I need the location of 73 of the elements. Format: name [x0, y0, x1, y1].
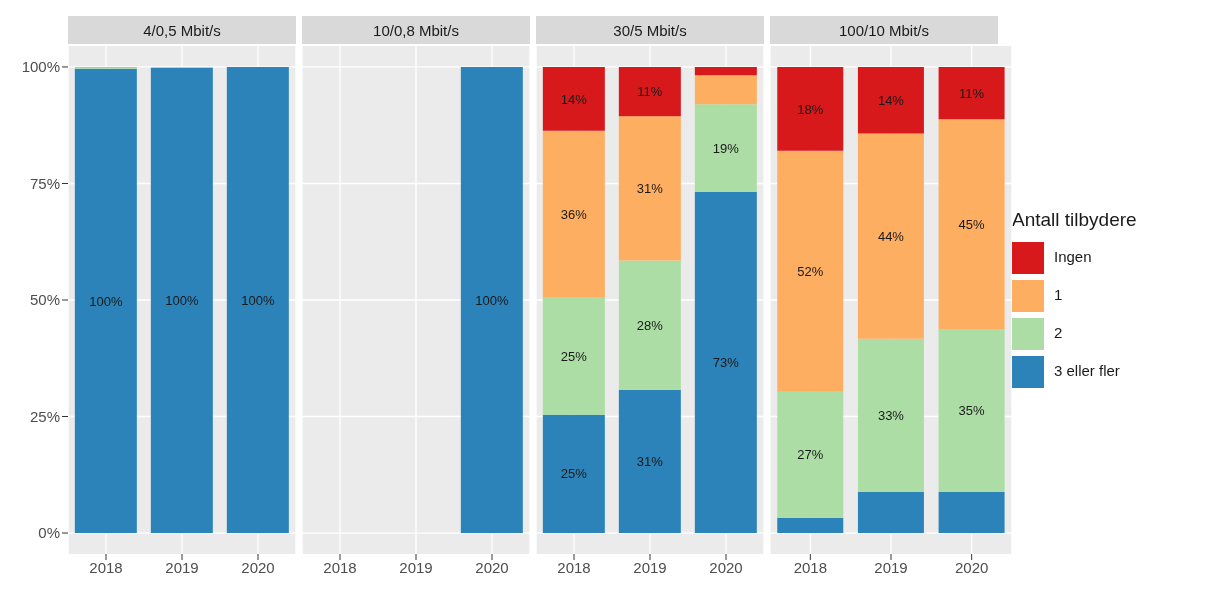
bar — [857, 133, 924, 339]
bar — [777, 150, 844, 392]
x-tick-label: 2018 — [89, 558, 123, 576]
data-label: 100% — [475, 292, 509, 308]
bar — [938, 328, 1005, 493]
data-label: 14% — [560, 91, 588, 107]
data-label: 35% — [958, 403, 986, 419]
bar — [857, 338, 924, 493]
legend-label: 3 eller fler — [1054, 362, 1120, 379]
bar — [542, 414, 605, 534]
chart-title: 4/0,5 Mbit/s — [68, 16, 296, 44]
data-label: 100% — [165, 293, 199, 309]
x-tick-label: 2020 — [475, 558, 509, 576]
data-label: 45% — [958, 216, 986, 232]
bar — [618, 260, 681, 390]
data-label: 25% — [560, 466, 588, 482]
bar — [777, 391, 844, 518]
data-label: 11% — [637, 84, 663, 100]
bar — [694, 191, 757, 534]
legend-label: Ingen — [1054, 248, 1092, 265]
x-tick-label: 2019 — [165, 558, 199, 576]
data-label: 73% — [712, 355, 740, 371]
data-label: 28% — [636, 317, 664, 333]
y-tick-label: 50% — [29, 291, 60, 309]
y-tick-label: 25% — [29, 407, 60, 425]
data-label: 52% — [797, 263, 824, 279]
bar — [938, 119, 1005, 329]
bar — [938, 492, 1005, 534]
data-label: 19% — [712, 140, 740, 156]
legend-label: 2 — [1054, 324, 1063, 341]
bar — [542, 297, 605, 415]
data-label: 25% — [560, 348, 588, 364]
x-tick-label: 2020 — [241, 558, 275, 576]
x-tick-label: 2020 — [709, 558, 743, 576]
x-tick-label: 2018 — [323, 558, 357, 576]
y-tick-label: 100% — [21, 58, 60, 76]
data-label: 14% — [877, 92, 905, 108]
bar — [618, 116, 681, 261]
data-label: 33% — [877, 407, 905, 423]
data-label: 44% — [877, 228, 905, 244]
legend-label: 1 — [1054, 286, 1063, 303]
x-tick-label: 2018 — [557, 558, 591, 576]
y-tick-label: 0% — [38, 524, 60, 542]
legend-title: Antall tilbydere — [1012, 209, 1137, 231]
data-label: 100% — [241, 292, 275, 308]
y-tick-label: 75% — [29, 174, 60, 192]
bar — [694, 75, 757, 105]
bar — [777, 66, 844, 151]
x-tick-label: 2019 — [874, 558, 908, 576]
bar — [857, 66, 924, 134]
data-label: 31% — [636, 180, 664, 196]
bar — [542, 130, 605, 298]
x-tick-label: 2019 — [399, 558, 433, 576]
data-label: 18% — [797, 101, 824, 117]
chart-title: 10/0,8 Mbit/s — [302, 16, 530, 44]
data-label: 100% — [89, 293, 123, 309]
data-label: 31% — [636, 454, 664, 470]
data-label: 27% — [797, 447, 824, 463]
x-tick-label: 2019 — [633, 558, 667, 576]
bar — [938, 66, 1005, 120]
x-tick-label: 2018 — [793, 558, 828, 576]
chart-title: 30/5 Mbit/s — [536, 16, 764, 44]
bar — [694, 104, 757, 192]
bar — [542, 66, 605, 131]
bar — [694, 66, 757, 76]
bar — [618, 66, 681, 117]
x-tick-label: 2020 — [954, 558, 989, 576]
bar — [618, 389, 681, 534]
bar — [857, 492, 924, 534]
data-label: 36% — [560, 206, 588, 222]
chart-title: 100/10 Mbit/s — [770, 16, 998, 44]
bar — [777, 517, 844, 534]
data-label: 11% — [959, 85, 985, 101]
